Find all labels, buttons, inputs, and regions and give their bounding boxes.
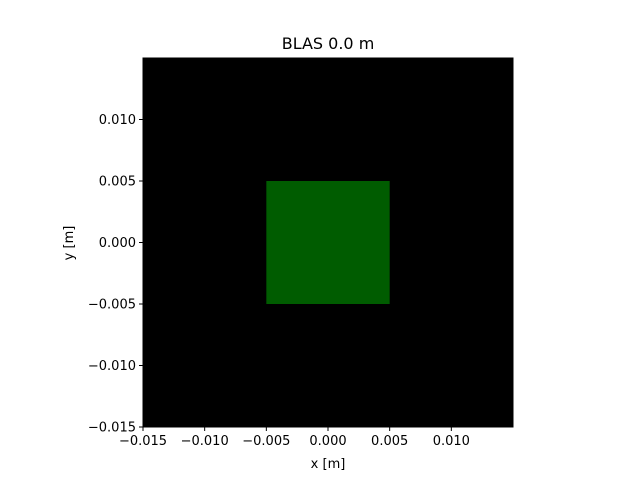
y-tick-label: −0.015 — [88, 421, 136, 436]
beam-spot — [266, 181, 390, 304]
y-tick-label: 0.000 — [99, 236, 136, 251]
x-axis-label: x [m] — [311, 457, 346, 472]
y-axis: −0.015 −0.010 −0.005 0.000 0.005 0.010 — [88, 113, 143, 436]
y-tick-label: −0.005 — [88, 298, 136, 313]
y-tick-label: 0.010 — [99, 113, 136, 128]
x-tick-label: −0.015 — [119, 434, 167, 449]
x-tick-label: 0.000 — [309, 434, 346, 449]
x-tick-label: −0.005 — [242, 434, 290, 449]
y-tick-label: −0.010 — [88, 359, 136, 374]
y-axis-label: y [m] — [62, 226, 77, 261]
x-tick-label: −0.010 — [181, 434, 229, 449]
x-tick-label: 0.010 — [433, 434, 470, 449]
y-tick-label: 0.005 — [99, 175, 136, 190]
x-axis: −0.015 −0.010 −0.005 0.000 0.005 0.010 — [119, 427, 470, 449]
chart-title: BLAS 0.0 m — [282, 34, 375, 53]
x-tick-label: 0.005 — [371, 434, 408, 449]
